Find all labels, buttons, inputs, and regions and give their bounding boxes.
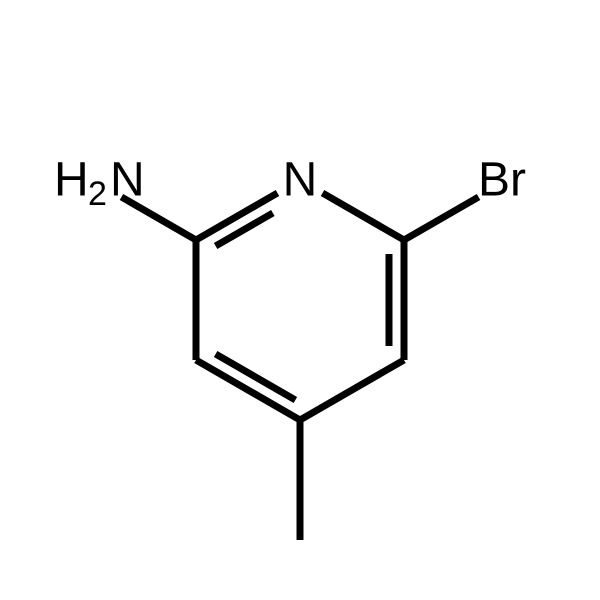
atom-label-bromine: Br [478, 154, 526, 207]
atom-label-amine: H2N [54, 154, 145, 214]
chemical-structure: NBrH2N [0, 0, 600, 600]
svg-text:2: 2 [88, 175, 107, 213]
atom-label-nitrogen: N [283, 154, 318, 207]
svg-text:N: N [110, 154, 145, 207]
bond-line [300, 360, 404, 420]
svg-text:H: H [54, 154, 89, 207]
bond-line [323, 193, 404, 240]
bond-line [404, 197, 479, 240]
bond-line [216, 213, 273, 246]
